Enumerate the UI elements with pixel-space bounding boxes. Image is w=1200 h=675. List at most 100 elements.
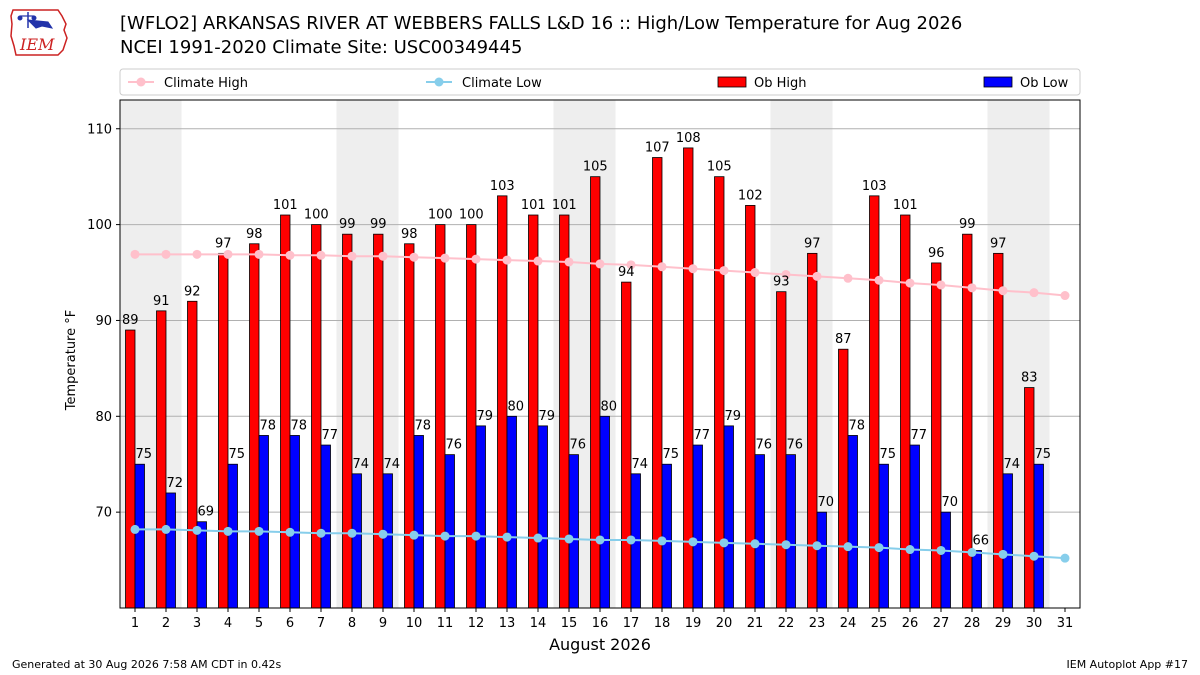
ob-low-bar — [723, 425, 734, 609]
legend-climate-low-marker — [434, 77, 444, 87]
legend-box — [119, 68, 1081, 96]
ob-high-value-label: 101 — [273, 198, 298, 213]
x-tick-label: 4 — [224, 616, 232, 631]
ob-low-bar — [816, 511, 827, 609]
climate-high-point — [1060, 291, 1070, 301]
ob-low-value-label: 79 — [476, 409, 493, 424]
legend: Climate High Climate Low Ob High Ob Low — [119, 68, 1081, 96]
climate-high-point — [161, 249, 171, 259]
climate-high-point — [347, 251, 357, 261]
ob-high-value-label: 102 — [738, 188, 763, 203]
footer-app: IEM Autoplot App #17 — [1066, 658, 1189, 671]
ob-low-bar — [754, 454, 765, 609]
ob-low-bar — [413, 435, 424, 609]
ob-low-value-label: 72 — [166, 476, 183, 491]
legend-ob-low-label: Ob Low — [1020, 76, 1069, 91]
climate-low-point — [812, 541, 822, 551]
iowa-state-outline-icon — [10, 9, 68, 56]
x-tick-label: 14 — [530, 616, 547, 631]
ob-high-value-label: 101 — [552, 198, 577, 213]
ob-low-value-label: 74 — [352, 457, 369, 472]
ob-high-bar — [528, 214, 539, 609]
ob-high-bar — [187, 300, 198, 609]
ob-high-value-label: 103 — [862, 179, 887, 194]
ob-low-value-label: 75 — [1034, 447, 1051, 462]
ob-low-bar — [351, 473, 362, 609]
climate-low-point — [161, 524, 171, 534]
ob-low-bar — [258, 435, 269, 609]
climate-low-point — [1029, 551, 1039, 561]
ob-low-bar — [1033, 463, 1044, 609]
ob-high-value-label: 105 — [583, 160, 608, 175]
climate-low-point — [998, 549, 1008, 559]
x-tick-label: 8 — [348, 616, 356, 631]
ob-low-bar — [971, 550, 982, 609]
climate-high-point — [843, 273, 853, 283]
ob-low-bar — [320, 444, 331, 609]
climate-high-point — [192, 249, 202, 259]
ob-high-value-label: 99 — [370, 217, 387, 232]
climate-lines — [130, 249, 1070, 563]
x-tick-label: 18 — [654, 616, 671, 631]
ob-high-value-label: 108 — [676, 131, 701, 146]
weather-station-icon — [17, 12, 54, 29]
ob-low-value-label: 77 — [693, 428, 710, 443]
legend-ob-high-swatch — [717, 76, 747, 88]
ob-low-bar — [909, 444, 920, 609]
climate-low-point — [192, 525, 202, 535]
ob-high-value-label: 97 — [215, 236, 232, 251]
ob-low-value-label: 66 — [972, 533, 989, 548]
ob-low-value-label: 76 — [786, 438, 803, 453]
x-tick-label: 28 — [964, 616, 981, 631]
x-tick-label: 2 — [162, 616, 170, 631]
climate-low-point — [285, 527, 295, 537]
y-tick-label: 80 — [95, 410, 112, 425]
x-tick-label: 15 — [561, 616, 578, 631]
climate-high-point — [626, 260, 636, 270]
ob-high-value-label: 100 — [459, 208, 484, 223]
climate-low-point — [130, 524, 140, 534]
ob-high-bar — [931, 262, 942, 609]
y-tick-label: 100 — [87, 218, 112, 233]
climate-low-point — [502, 532, 512, 542]
x-tick-label: 26 — [902, 616, 919, 631]
ob-high-value-label: 105 — [707, 160, 732, 175]
climate-low-point — [1060, 553, 1070, 563]
ob-low-bar — [1002, 473, 1013, 609]
footer-generated: Generated at 30 Aug 2026 7:58 AM CDT in … — [12, 658, 282, 671]
climate-low-point — [347, 528, 357, 538]
ob-high-bar — [1024, 387, 1035, 609]
ob-high-value-label: 91 — [153, 294, 170, 309]
x-tick-label: 22 — [778, 616, 795, 631]
ob-low-bar — [940, 511, 951, 609]
ob-low-bar — [568, 454, 579, 609]
climate-high-point — [285, 250, 295, 260]
ob-high-value-label: 100 — [304, 208, 329, 223]
x-tick-label: 9 — [379, 616, 387, 631]
ob-high-value-label: 103 — [490, 179, 515, 194]
ob-low-value-label: 75 — [228, 447, 245, 462]
ob-low-bar — [196, 521, 207, 609]
climate-high-point — [254, 249, 264, 259]
ob-low-bar — [289, 435, 300, 609]
y-tick-label: 70 — [95, 506, 112, 521]
climate-high-point — [874, 275, 884, 285]
ob-low-value-label: 80 — [507, 399, 524, 414]
climate-low-point — [595, 535, 605, 545]
climate-low-point — [874, 543, 884, 553]
ob-high-bar — [807, 252, 818, 609]
climate-low-point — [378, 529, 388, 539]
x-tick-label: 31 — [1057, 616, 1074, 631]
iem-logo: IEM — [10, 9, 68, 56]
ob-low-bar — [847, 435, 858, 609]
ob-high-bar — [156, 310, 167, 609]
climate-low-point — [688, 537, 698, 547]
climate-high-point — [471, 254, 481, 264]
ob-low-value-label: 79 — [538, 409, 555, 424]
climate-low-point — [843, 542, 853, 552]
x-tick-label: 12 — [468, 616, 485, 631]
ob-low-bar — [506, 415, 517, 609]
climate-low-point — [657, 536, 667, 546]
climate-low-point — [471, 531, 481, 541]
ob-low-value-label: 74 — [383, 457, 400, 472]
